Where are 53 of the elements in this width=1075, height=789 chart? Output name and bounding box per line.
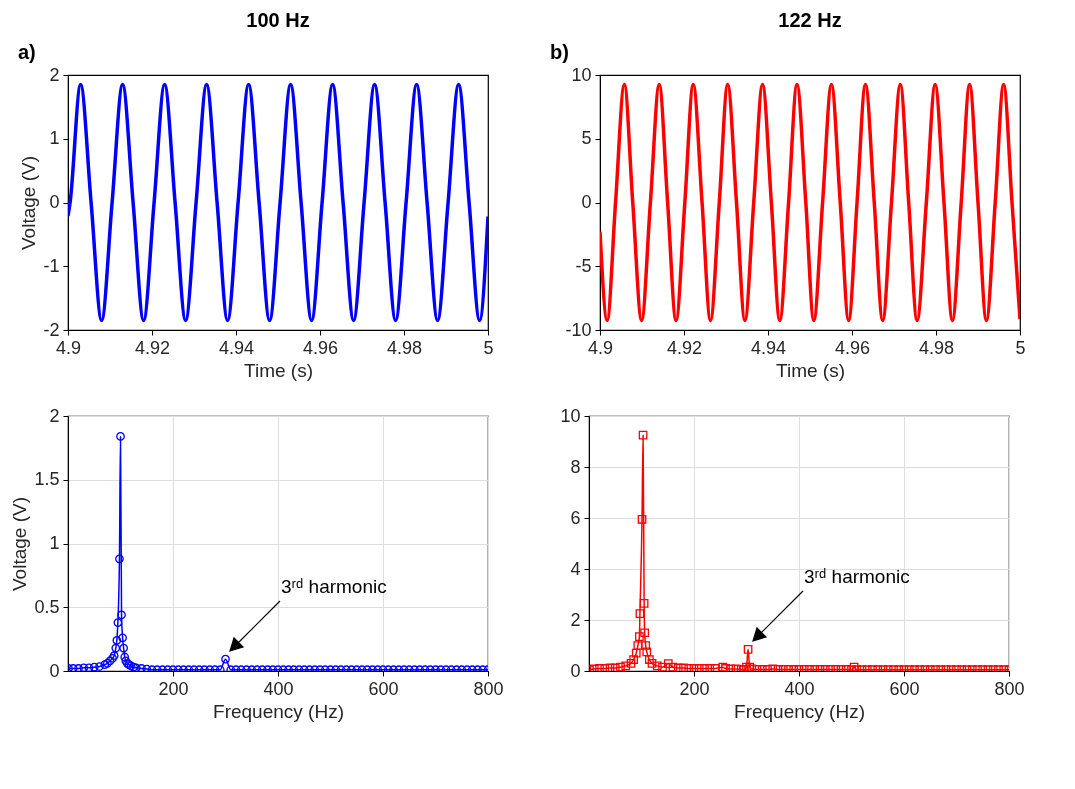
y-tick-label: 0 [49, 660, 60, 681]
y-tick-label: 1.5 [34, 469, 60, 490]
y-tick-label: 0 [49, 192, 60, 212]
x-tick-label: 4.96 [302, 337, 339, 358]
x-tick-label: 4.96 [834, 337, 871, 358]
y-tick-label: -2 [43, 319, 60, 340]
x-tick-label: 4.98 [918, 337, 955, 358]
x-tick-label: 200 [679, 678, 710, 699]
y-tick-label: -1 [43, 255, 60, 276]
y-tick-label: 2 [49, 405, 60, 426]
x-tick-label: 400 [263, 678, 294, 699]
y-tick-label: 2 [49, 64, 60, 85]
y-tick-label: 6 [570, 507, 581, 528]
y-tick-label: -5 [575, 255, 592, 276]
y-axis-title: Voltage (V) [18, 156, 40, 250]
y-tick-label: 5 [581, 128, 592, 149]
x-axis-title: Time (s) [244, 359, 313, 381]
y-tick-label: 4 [570, 558, 581, 579]
y-tick-label: 2 [570, 609, 581, 630]
x-tick-label: 4.94 [218, 337, 255, 358]
x-tick-label: 600 [889, 678, 920, 699]
annotation: 3ʳᵈ harmonic [804, 566, 910, 587]
y-tick-label: 0 [581, 192, 592, 212]
chart-title: 122 Hz [778, 9, 842, 31]
chart-title: 100 Hz [246, 9, 310, 31]
y-tick-label: 0 [570, 660, 581, 681]
y-tick-label: -10 [565, 319, 592, 340]
x-tick-label: 5 [483, 337, 494, 358]
text: a) [18, 41, 36, 63]
x-tick-label: 4.92 [666, 337, 703, 358]
x-tick-label: 4.92 [134, 337, 171, 358]
x-tick-label: 4.9 [55, 337, 82, 358]
x-tick-label: 4.98 [386, 337, 423, 358]
x-tick-label: 200 [158, 678, 189, 699]
x-axis-title: Frequency (Hz) [213, 700, 344, 722]
annotation: 3ʳᵈ harmonic [281, 576, 387, 597]
x-axis-title: Time (s) [776, 359, 845, 381]
x-tick-label: 600 [368, 678, 399, 699]
y-tick-label: 1 [49, 533, 60, 553]
text: b) [550, 41, 569, 63]
y-tick-label: 10 [560, 405, 581, 426]
x-tick-label: 800 [994, 678, 1025, 699]
y-tick-label: 8 [570, 456, 581, 477]
x-tick-label: 4.94 [750, 337, 787, 358]
y-tick-label: 10 [571, 64, 592, 85]
y-tick-label: 1 [49, 128, 60, 149]
x-tick-label: 4.9 [587, 337, 614, 358]
x-tick-label: 5 [1015, 337, 1026, 358]
x-axis-title: Frequency (Hz) [734, 700, 865, 722]
y-tick-label: 0.5 [34, 596, 60, 617]
x-tick-label: 400 [784, 678, 815, 699]
y-axis-title: Voltage (V) [9, 497, 31, 591]
x-tick-label: 800 [473, 678, 504, 699]
